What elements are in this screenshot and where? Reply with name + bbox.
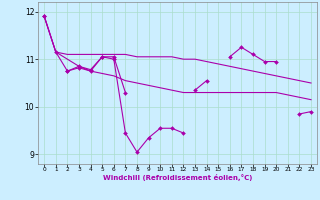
X-axis label: Windchill (Refroidissement éolien,°C): Windchill (Refroidissement éolien,°C): [103, 174, 252, 181]
